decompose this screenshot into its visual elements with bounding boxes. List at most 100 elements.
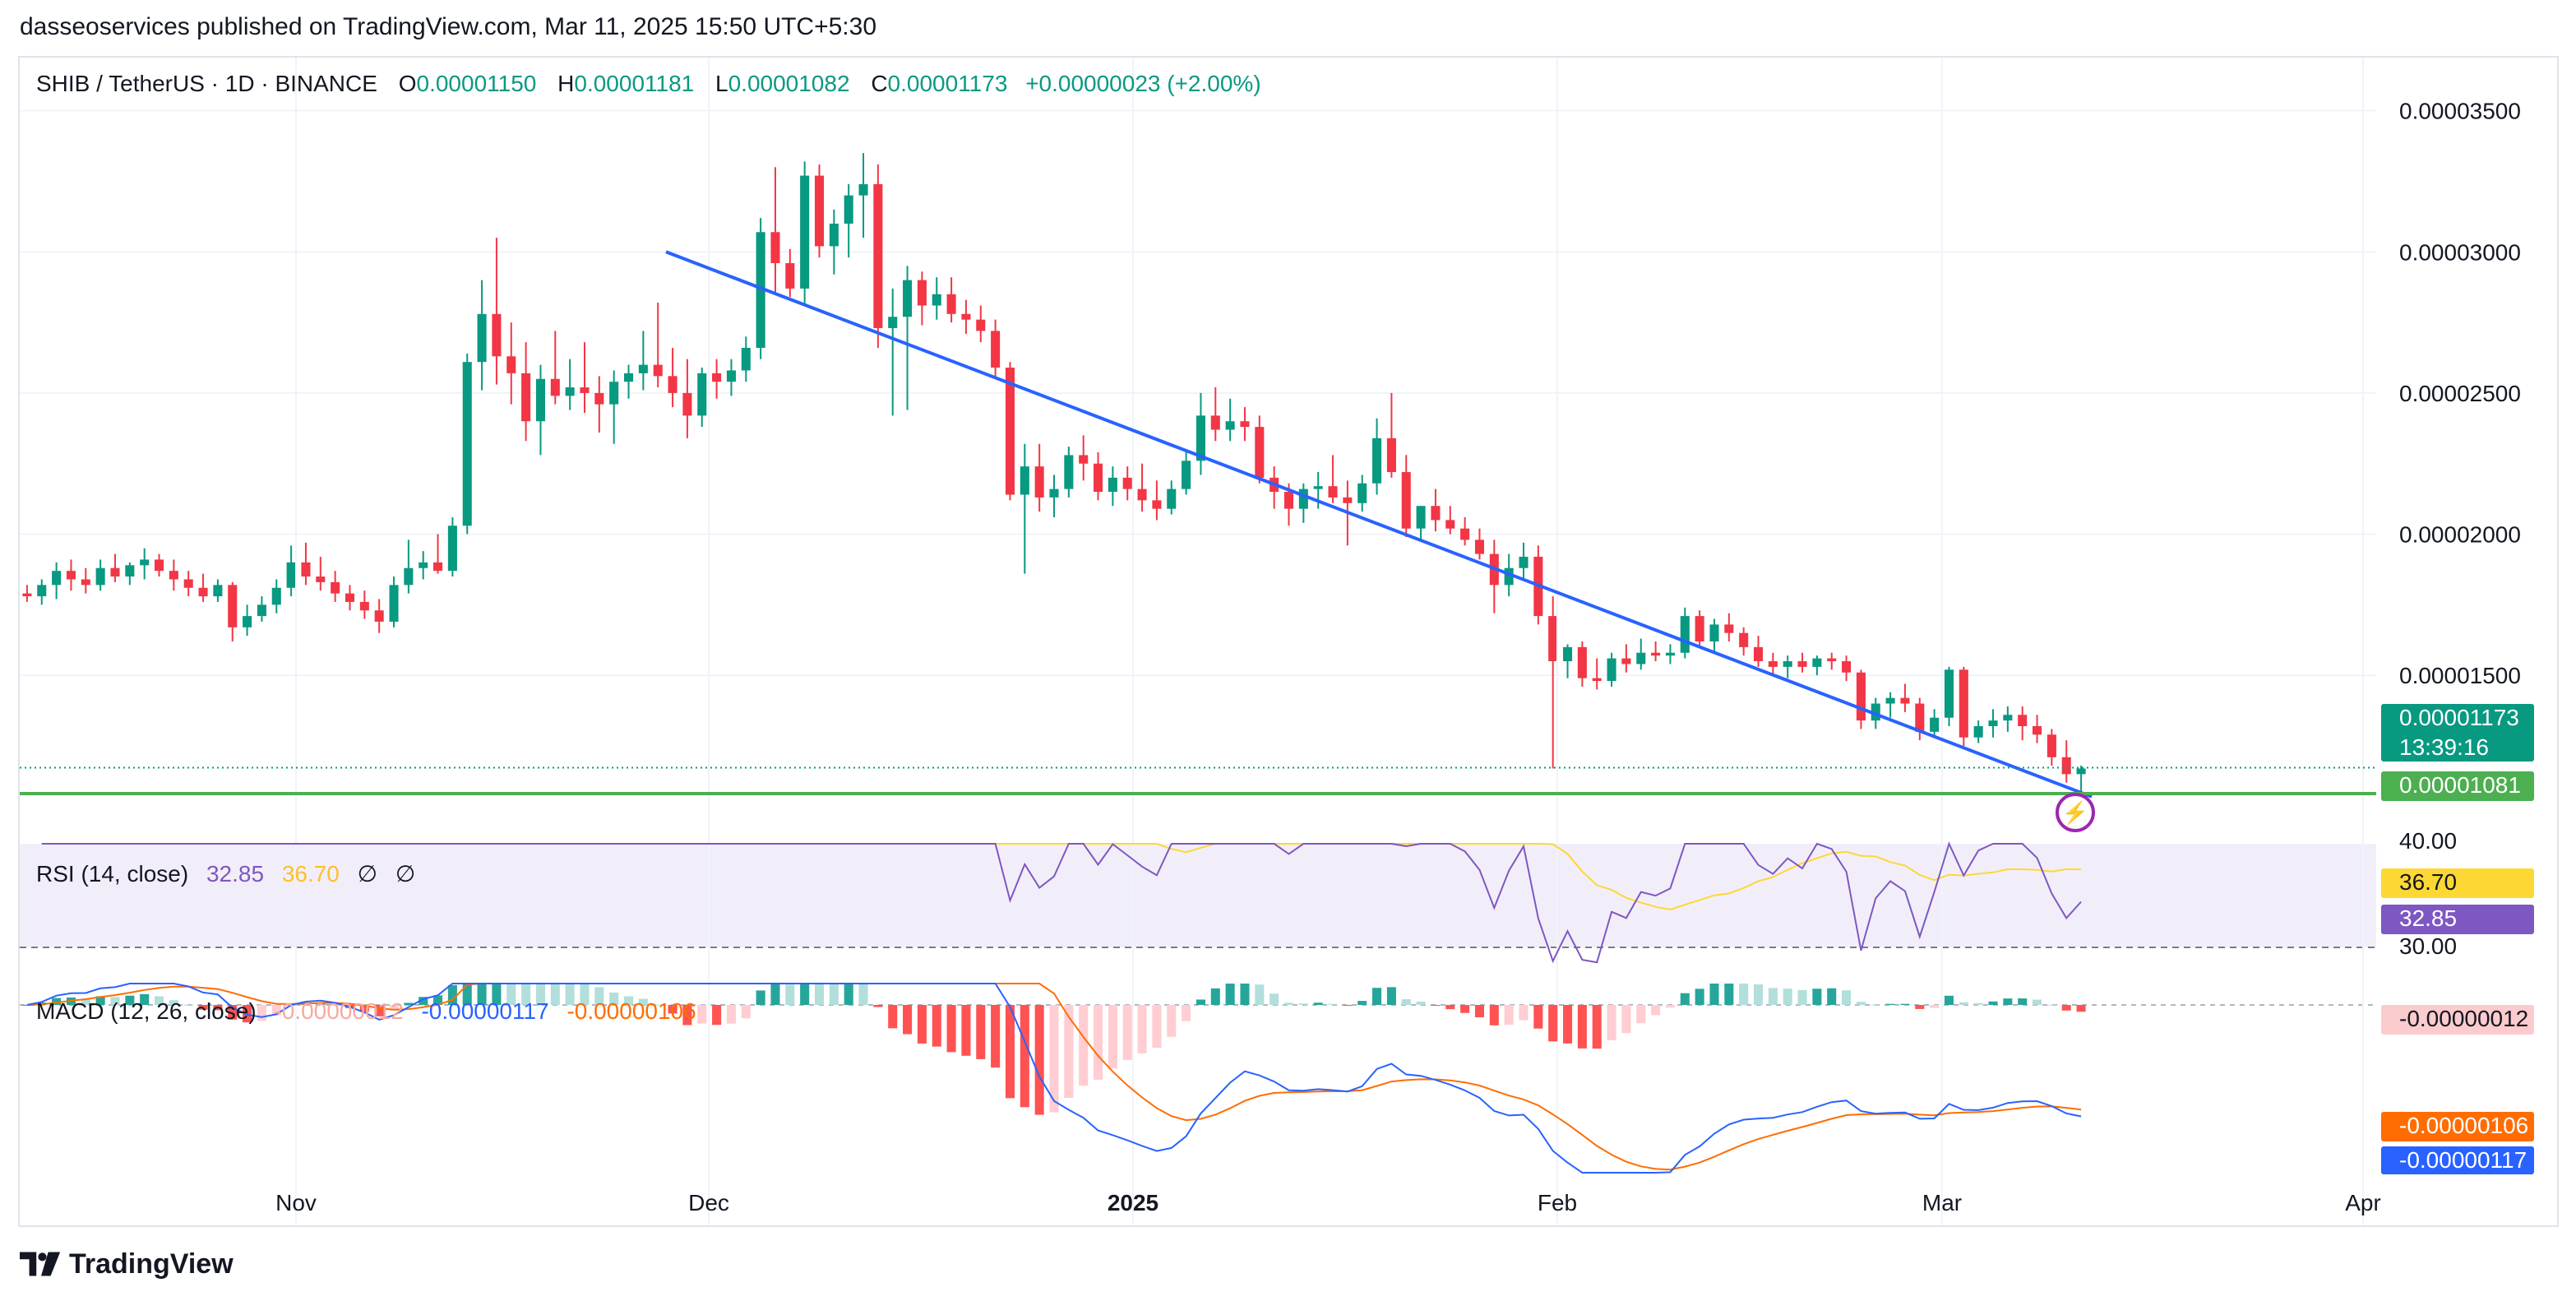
macd-histogram-bar [1768, 988, 1778, 1005]
macd-histogram-bar [1621, 1005, 1631, 1034]
candle-body [521, 373, 531, 422]
macd-histogram-bar [140, 993, 150, 1005]
candle-body [991, 331, 1001, 368]
symbol-label: SHIB / TetherUS · 1D · BINANCE [36, 71, 377, 96]
rsi-axis-label: 30.00 [2399, 933, 2457, 959]
candle-body [961, 313, 971, 320]
macd-histogram-bar [1298, 1003, 1308, 1005]
macd-histogram-bar [1592, 1005, 1602, 1049]
candle-body [1357, 483, 1367, 503]
time-axis-label: 2025 [1108, 1190, 1159, 1215]
macd-histogram-bar [154, 996, 164, 1005]
candle-body [1283, 492, 1294, 509]
macd-legend: MACD (12, 26, close) -0.00000012 -0.0000… [36, 998, 696, 1025]
candle-body [81, 579, 90, 586]
support-level-badge: 0.00001081 [2381, 771, 2534, 801]
candle-body [594, 392, 604, 405]
candle-body [316, 576, 326, 582]
macd-histogram-bar [1724, 984, 1734, 1005]
candle-body [345, 593, 355, 602]
macd-histogram-bar [1431, 1005, 1441, 1006]
macd-histogram-bar [594, 987, 604, 1005]
candle-body [331, 581, 340, 594]
macd-histogram-bar [1930, 1005, 1940, 1008]
open-value: 0.00001150 [416, 71, 537, 96]
macd-histogram-bar [1328, 1003, 1338, 1005]
candle-body [829, 223, 839, 247]
high-key: H [557, 71, 575, 96]
candle-body [506, 356, 516, 373]
lightning-icon[interactable]: ⚡ [2056, 793, 2095, 832]
macd-histogram-bar [873, 1005, 883, 1007]
rsi-legend: RSI (14, close) 32.85 36.70 ∅ ∅ [36, 860, 415, 887]
candle-body [976, 319, 986, 331]
candle-body [257, 604, 266, 617]
candle-body [243, 616, 252, 627]
macd-histogram-bar [668, 1005, 678, 1014]
candle-body [462, 362, 472, 526]
macd-histogram-bar [1783, 988, 1792, 1005]
candle-body [946, 294, 956, 314]
macd-histogram-bar [492, 984, 502, 1005]
price-axis-label: 0.00001500 [2399, 663, 2521, 688]
macd-histogram-bar [1533, 1005, 1543, 1029]
macd-histogram-bar [638, 998, 648, 1005]
candle-body [917, 280, 927, 306]
macd-histogram-bar [535, 984, 545, 1005]
time-axis-label: Mar [1922, 1190, 1962, 1215]
macd-histogram-bar [844, 984, 853, 1005]
macd-histogram-bar [888, 1005, 898, 1029]
macd-histogram-bar [1094, 1005, 1103, 1080]
candle-body [52, 571, 62, 586]
candle-body [623, 373, 634, 382]
macd-histogram-bar [609, 992, 619, 1005]
macd-histogram-bar [1812, 988, 1822, 1005]
macd-histogram-bar [1270, 993, 1279, 1005]
macd-histogram-bar [404, 1002, 414, 1005]
candle-body [1034, 466, 1044, 498]
time-axis-label: Apr [2345, 1190, 2381, 1215]
candle-body [1812, 658, 1822, 667]
candle-body [1768, 661, 1778, 667]
tradingview-logo-text: TradingView [69, 1248, 234, 1280]
macd-histogram-bar [1137, 1005, 1147, 1053]
close-key: C [871, 71, 888, 96]
chart-frame [18, 56, 2559, 1227]
candle-body [1020, 466, 1029, 495]
candle-body [1313, 486, 1323, 489]
candle-body [183, 579, 193, 588]
candle-body [1842, 661, 1852, 673]
macd-histogram-bar [1944, 995, 1954, 1005]
macd-histogram-bar [1973, 1002, 1983, 1005]
candle-body [580, 387, 590, 393]
macd-histogram-bar [1695, 988, 1704, 1005]
publisher-line: dasseoservices published on TradingView.… [20, 13, 877, 40]
candle-body [2033, 725, 2042, 735]
candle-body [1724, 624, 1734, 633]
macd-histogram-bar [1900, 1003, 1910, 1005]
candle-body [419, 562, 428, 568]
macd-histogram-bar [1739, 984, 1749, 1005]
macd-histogram-bar [1915, 1005, 1925, 1009]
candle-body [2003, 715, 2013, 721]
candle-body [1401, 472, 1411, 529]
candle-body [110, 567, 120, 577]
macd-histogram-bar [1665, 1005, 1675, 1008]
macd-histogram-bar [110, 997, 120, 1005]
macd-histogram-bar [1827, 988, 1837, 1005]
macd-histogram-bar [1122, 1005, 1132, 1060]
candle-body [2018, 715, 2028, 726]
macd-histogram-bar [1753, 984, 1764, 1005]
macd-histogram-bar [1020, 1005, 1029, 1108]
candle-body [770, 232, 780, 263]
macd-histogram-bar [52, 998, 62, 1005]
macd-histogram-bar [653, 1004, 663, 1006]
macd-histogram-bar [374, 1005, 384, 1016]
candle-body [1651, 652, 1661, 656]
macd-histogram-bar [1797, 989, 1807, 1005]
candle-body [1386, 438, 1396, 473]
candle-body [1460, 528, 1470, 540]
rsi-badge: 32.85 [2381, 905, 2534, 934]
macd-histogram-bar [712, 1005, 722, 1026]
